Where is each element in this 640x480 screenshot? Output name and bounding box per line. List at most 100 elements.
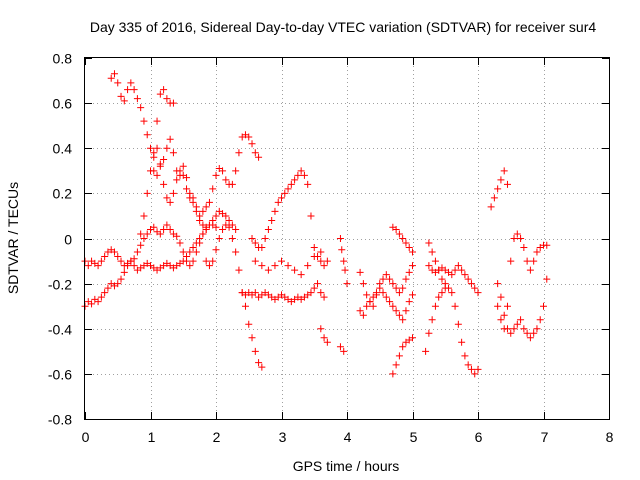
data-point <box>503 302 511 310</box>
data-point <box>255 359 263 367</box>
data-point <box>212 212 220 220</box>
data-point <box>359 280 367 288</box>
series-upper-arc-1 <box>107 70 177 157</box>
data-point <box>212 223 220 231</box>
data-point <box>88 300 96 308</box>
data-point <box>382 271 390 279</box>
data-point <box>94 298 102 306</box>
data-point <box>425 329 433 337</box>
data-point <box>389 370 397 378</box>
data-point <box>543 275 551 283</box>
data-point <box>409 262 416 270</box>
data-point <box>183 185 191 193</box>
data-point <box>199 207 207 215</box>
data-point <box>110 70 118 78</box>
data-point <box>379 289 387 297</box>
x-tick-label: 0 <box>82 429 90 445</box>
data-point <box>114 280 122 288</box>
data-point <box>409 291 416 299</box>
data-point <box>133 248 141 256</box>
data-point <box>140 235 148 242</box>
data-point <box>517 235 525 242</box>
data-point <box>317 257 325 265</box>
data-point <box>114 253 122 261</box>
data-point <box>137 230 145 238</box>
data-point <box>507 329 515 337</box>
data-point <box>147 167 154 175</box>
data-point <box>294 171 302 179</box>
data-point <box>431 302 439 310</box>
data-point <box>323 338 331 346</box>
data-point <box>202 225 210 233</box>
data-point <box>255 153 263 161</box>
data-point <box>251 347 259 355</box>
series-rising-4p8 <box>389 334 416 378</box>
data-point <box>212 171 220 179</box>
data-point <box>186 194 194 202</box>
data-point <box>494 302 502 310</box>
data-point <box>212 246 220 254</box>
data-point <box>376 284 384 292</box>
data-point <box>307 289 315 297</box>
data-point <box>291 266 299 274</box>
data-point <box>526 334 534 342</box>
data-point <box>386 275 394 283</box>
data-point <box>186 248 194 256</box>
y-tick-label: 0.8 <box>53 51 73 67</box>
data-point <box>536 316 544 324</box>
data-point <box>338 246 346 254</box>
data-point <box>127 257 135 265</box>
data-point <box>241 302 249 310</box>
data-point <box>304 262 312 270</box>
data-point <box>467 280 475 288</box>
series-upper-4p8 <box>389 223 416 256</box>
data-point <box>209 185 217 193</box>
series-cluster-6p7 <box>494 230 551 333</box>
series-cluster-5p5 <box>425 262 482 297</box>
data-point <box>392 225 400 233</box>
data-point <box>271 262 279 270</box>
data-point <box>245 133 253 141</box>
data-point <box>363 291 371 299</box>
data-point <box>395 230 403 238</box>
series-drop-2p5 <box>238 289 266 371</box>
data-point <box>84 262 92 270</box>
x-tick-label: 1 <box>148 429 156 445</box>
data-point <box>320 293 328 301</box>
data-point <box>310 284 318 292</box>
data-point <box>163 221 171 229</box>
y-tick-label: 0 <box>64 232 72 248</box>
x-axis-label: GPS time / hours <box>293 458 400 474</box>
data-point <box>304 180 312 188</box>
data-point <box>399 235 407 242</box>
data-point <box>133 95 141 103</box>
data-point <box>248 140 256 148</box>
x-tick-label: 8 <box>606 429 614 445</box>
data-point <box>153 171 161 179</box>
y-tick-label: -0.6 <box>48 367 72 383</box>
data-point <box>232 225 240 233</box>
data-point <box>186 262 194 270</box>
data-point <box>474 289 482 297</box>
data-point <box>291 176 299 184</box>
data-point <box>402 239 410 247</box>
data-point <box>297 167 305 175</box>
data-point <box>225 223 233 231</box>
data-point <box>166 225 174 233</box>
data-point <box>399 284 407 292</box>
data-point <box>300 171 308 179</box>
data-point <box>199 230 207 238</box>
data-point <box>176 167 184 175</box>
series-rising-track-1 <box>137 144 210 238</box>
data-point <box>490 194 498 202</box>
data-point <box>500 311 508 319</box>
data-point <box>143 131 151 139</box>
data-point <box>173 232 181 240</box>
data-point <box>196 235 204 242</box>
data-point <box>402 275 410 283</box>
data-point <box>140 117 148 125</box>
series-cluster-4p5-lower <box>356 284 416 324</box>
data-point <box>248 235 256 242</box>
data-point <box>530 257 538 265</box>
